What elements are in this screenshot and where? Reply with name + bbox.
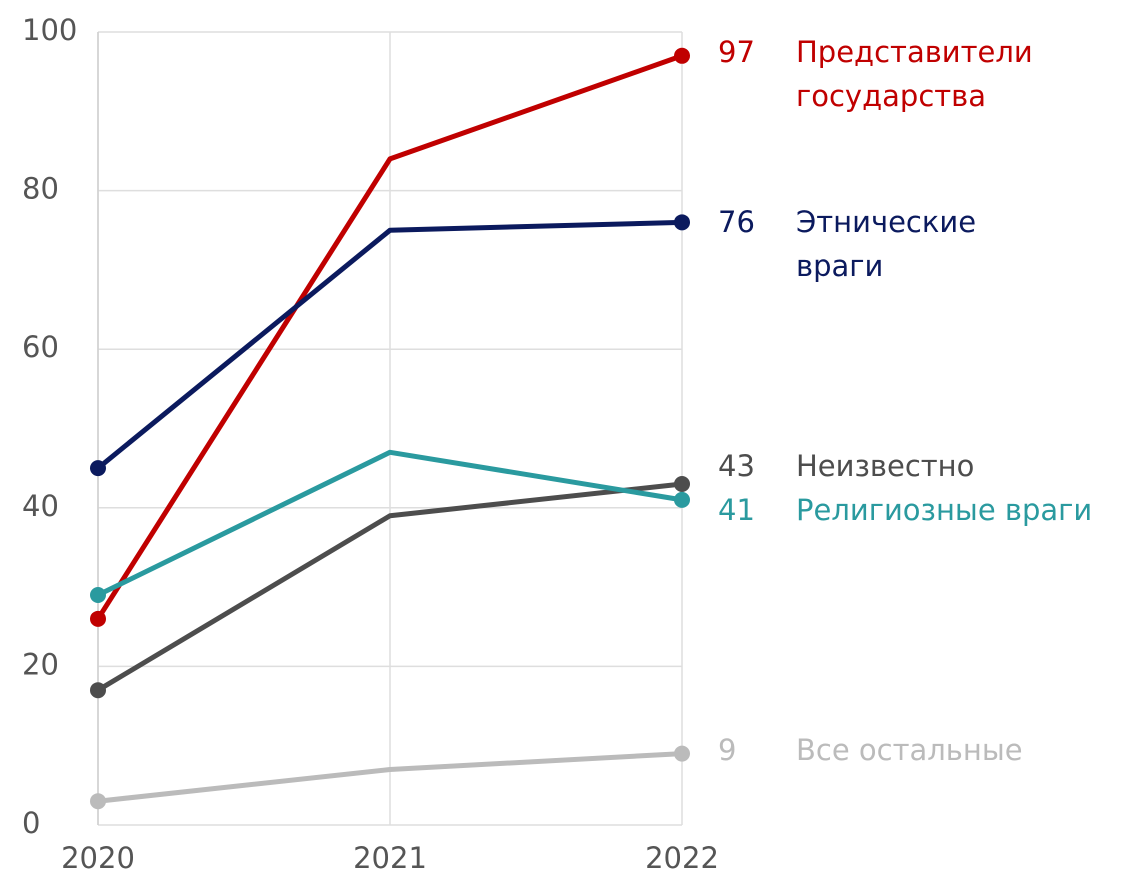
end-marker xyxy=(90,587,106,604)
series-name: Этнические враги xyxy=(796,205,977,284)
y-tick-label: 100 xyxy=(22,13,77,47)
end-marker xyxy=(90,610,106,627)
value-label: 97 xyxy=(718,34,755,69)
series-line xyxy=(95,53,683,621)
end-marker xyxy=(90,682,106,699)
end-marker xyxy=(674,745,690,762)
series-name: Религиозные враги xyxy=(796,492,1093,527)
y-tick-label: 40 xyxy=(22,489,59,523)
value-label: 9 xyxy=(718,732,737,767)
end-marker xyxy=(674,491,690,508)
y-tick-label: 80 xyxy=(22,172,59,206)
y-tick-label: 20 xyxy=(22,647,59,681)
end-marker xyxy=(90,793,106,810)
series-name: Все остальные xyxy=(796,732,1023,767)
series-name: Представители государства xyxy=(796,34,1033,113)
series-line xyxy=(97,751,683,804)
x-tick-label: 2020 xyxy=(61,841,135,875)
y-tick-label: 60 xyxy=(22,330,59,364)
series-line xyxy=(96,219,683,471)
end-marker xyxy=(674,47,690,64)
value-label: 76 xyxy=(718,205,755,240)
series-name: Неизвестно xyxy=(796,449,975,483)
end-marker xyxy=(674,214,690,231)
y-tick-label: 0 xyxy=(22,806,40,840)
value-label: 41 xyxy=(718,492,755,527)
x-tick-label: 2021 xyxy=(353,841,427,875)
end-marker xyxy=(674,476,690,493)
x-tick-label: 2022 xyxy=(645,841,719,875)
end-marker xyxy=(90,460,106,477)
series-line xyxy=(96,481,683,693)
series-line xyxy=(96,449,683,598)
value-label: 43 xyxy=(718,449,755,483)
